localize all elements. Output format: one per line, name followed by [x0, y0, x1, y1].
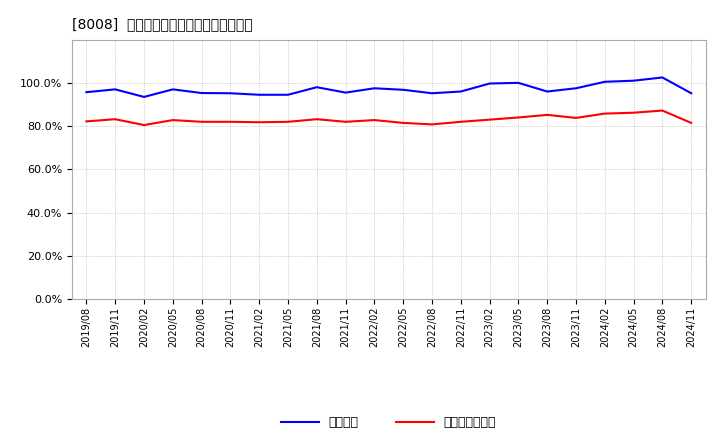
固定比率 [255, 92, 264, 97]
Legend: 固定比率, 固定長期適合率: 固定比率, 固定長期適合率 [276, 411, 501, 434]
固定比率 [658, 75, 667, 80]
固定長期適合率 [312, 117, 321, 122]
固定長期適合率 [456, 119, 465, 125]
固定比率 [687, 91, 696, 96]
固定長期適合率 [629, 110, 638, 115]
Line: 固定長期適合率: 固定長期適合率 [86, 110, 691, 125]
固定長期適合率 [168, 117, 177, 123]
固定比率 [111, 87, 120, 92]
固定比率 [428, 91, 436, 96]
固定比率 [600, 79, 609, 84]
固定長期適合率 [485, 117, 494, 122]
固定長期適合率 [687, 120, 696, 125]
固定比率 [312, 84, 321, 90]
固定比率 [629, 78, 638, 83]
固定比率 [543, 89, 552, 94]
固定長期適合率 [226, 119, 235, 125]
固定長期適合率 [600, 111, 609, 116]
固定長期適合率 [197, 119, 206, 125]
固定長期適合率 [140, 122, 148, 128]
固定長期適合率 [284, 119, 292, 125]
固定比率 [82, 89, 91, 95]
固定長期適合率 [111, 117, 120, 122]
固定長期適合率 [514, 115, 523, 120]
固定比率 [399, 87, 408, 92]
固定長期適合率 [255, 120, 264, 125]
固定長期適合率 [572, 115, 580, 121]
固定比率 [341, 90, 350, 95]
固定比率 [456, 89, 465, 94]
固定長期適合率 [428, 122, 436, 127]
固定比率 [226, 91, 235, 96]
固定長期適合率 [543, 112, 552, 117]
固定長期適合率 [399, 120, 408, 125]
Text: [8008]  固定比率、固定長期適合率の推移: [8008] 固定比率、固定長期適合率の推移 [72, 18, 253, 32]
固定長期適合率 [341, 119, 350, 125]
固定長期適合率 [658, 108, 667, 113]
固定長期適合率 [82, 119, 91, 124]
固定比率 [485, 81, 494, 86]
固定比率 [197, 90, 206, 95]
固定比率 [168, 87, 177, 92]
固定比率 [284, 92, 292, 97]
固定比率 [370, 86, 379, 91]
固定比率 [572, 86, 580, 91]
Line: 固定比率: 固定比率 [86, 77, 691, 97]
固定比率 [514, 80, 523, 85]
固定長期適合率 [370, 117, 379, 123]
固定比率 [140, 94, 148, 99]
